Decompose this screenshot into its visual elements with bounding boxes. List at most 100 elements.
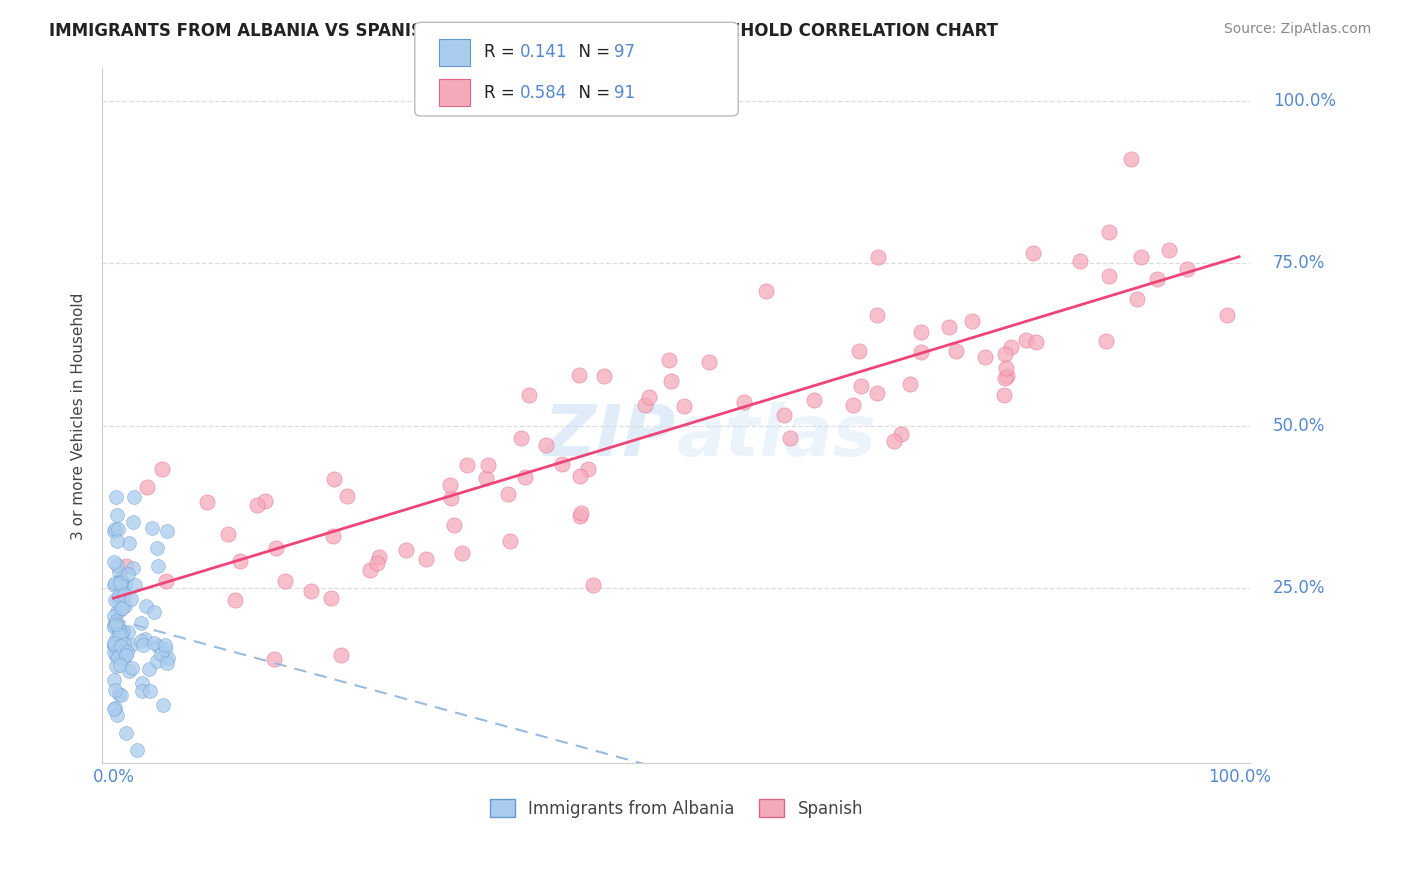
Point: [699, 354, 721, 368]
Point: [131, 676, 153, 690]
Point: [993, 388, 1015, 402]
Point: [152, 698, 174, 713]
Point: [515, 470, 537, 484]
Point: [517, 388, 540, 402]
Point: [108, 624, 131, 638]
Point: [103, 702, 125, 716]
Point: [103, 636, 125, 650]
Point: [121, 660, 143, 674]
Point: [534, 438, 557, 452]
Point: [131, 634, 153, 648]
Point: [104, 592, 127, 607]
Point: [415, 551, 437, 566]
Point: [148, 639, 170, 653]
Point: [224, 593, 246, 607]
Point: [1015, 333, 1038, 347]
Point: [114, 558, 136, 573]
Point: [322, 472, 344, 486]
Text: 50.0%: 50.0%: [1272, 417, 1326, 434]
Point: [107, 522, 129, 536]
Point: [111, 625, 134, 640]
Point: [115, 726, 138, 740]
Point: [576, 462, 599, 476]
Point: [866, 308, 889, 322]
Point: [114, 599, 136, 613]
Point: [117, 664, 139, 678]
Point: [477, 458, 499, 472]
Point: [108, 588, 131, 602]
Point: [145, 654, 167, 668]
Point: [866, 250, 889, 264]
Point: [117, 625, 139, 640]
Point: [994, 360, 1017, 375]
Point: [110, 626, 132, 640]
Point: [498, 533, 520, 548]
Point: [105, 508, 128, 523]
Point: [156, 657, 179, 671]
Point: [995, 369, 1018, 384]
Point: [104, 522, 127, 536]
Point: [103, 638, 125, 652]
Text: N =: N =: [568, 43, 616, 62]
Point: [103, 524, 125, 539]
Point: [105, 605, 128, 619]
Point: [120, 638, 142, 652]
Text: 0.141: 0.141: [520, 43, 568, 62]
Point: [593, 369, 616, 384]
Text: 91: 91: [614, 84, 636, 102]
Point: [568, 368, 591, 383]
Point: [105, 533, 128, 548]
Point: [150, 647, 173, 661]
Point: [755, 284, 778, 298]
Point: [474, 471, 496, 485]
Point: [319, 591, 342, 606]
Point: [848, 344, 870, 359]
Text: ZIP: ZIP: [544, 402, 676, 471]
Point: [103, 683, 125, 698]
Point: [131, 683, 153, 698]
Text: 100.0%: 100.0%: [1272, 92, 1336, 110]
Point: [110, 583, 132, 598]
Point: [131, 616, 153, 631]
Point: [450, 546, 472, 560]
Point: [330, 648, 353, 662]
Point: [104, 617, 127, 632]
Point: [439, 478, 461, 492]
Point: [1130, 250, 1153, 264]
Point: [141, 520, 163, 534]
Text: 75.0%: 75.0%: [1272, 254, 1326, 272]
Point: [114, 576, 136, 591]
Point: [146, 541, 169, 555]
Point: [993, 346, 1015, 360]
Point: [945, 343, 967, 358]
Point: [883, 434, 905, 448]
Point: [124, 577, 146, 591]
Point: [1121, 152, 1143, 166]
Point: [108, 565, 131, 579]
Point: [122, 561, 145, 575]
Point: [1175, 261, 1198, 276]
Point: [110, 688, 132, 702]
Point: [111, 600, 134, 615]
Point: [910, 345, 932, 359]
Point: [117, 645, 139, 659]
Point: [115, 648, 138, 662]
Point: [112, 649, 135, 664]
Point: [105, 707, 128, 722]
Point: [108, 657, 131, 672]
Text: 25.0%: 25.0%: [1272, 579, 1326, 597]
Point: [125, 743, 148, 757]
Point: [440, 491, 463, 505]
Point: [368, 550, 391, 565]
Point: [153, 642, 176, 657]
Point: [107, 650, 129, 665]
Point: [217, 527, 239, 541]
Point: [246, 498, 269, 512]
Point: [107, 639, 129, 653]
Point: [773, 408, 796, 422]
Point: [103, 555, 125, 569]
Point: [135, 599, 157, 613]
Point: [107, 576, 129, 591]
Legend: Immigrants from Albania, Spanish: Immigrants from Albania, Spanish: [482, 793, 870, 824]
Text: Source: ZipAtlas.com: Source: ZipAtlas.com: [1223, 22, 1371, 37]
